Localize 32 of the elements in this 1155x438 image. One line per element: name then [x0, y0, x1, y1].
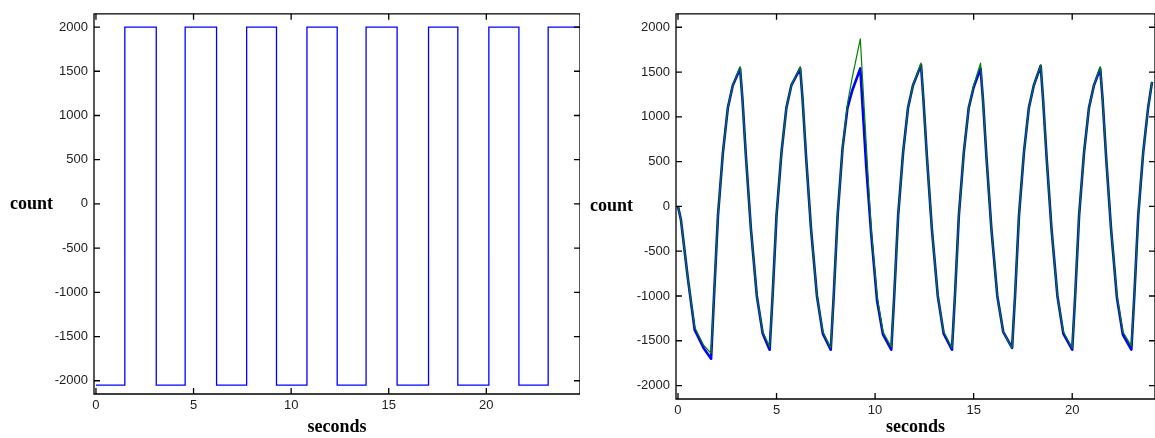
y-tick-label: 2000: [641, 18, 670, 34]
x-tick-label: 10: [283, 397, 299, 413]
y-tick-label: 0: [662, 197, 670, 213]
x-tick-label: 10: [867, 402, 883, 418]
y-tick-label: -1000: [54, 283, 88, 299]
x-axis-title: seconds: [885, 415, 946, 436]
y-axis-title: count: [10, 192, 54, 213]
x-tick-label: 15: [381, 397, 396, 413]
y-tick-label: 1500: [641, 63, 670, 79]
y-tick-label: -2000: [54, 372, 88, 388]
x-tick-label: 5: [189, 397, 198, 413]
y-tick-label: -500: [643, 242, 670, 258]
x-tick-label: 15: [966, 402, 981, 418]
y-tick-label: 500: [66, 151, 88, 167]
y-tick-label: -1500: [636, 332, 670, 348]
x-tick-label: 20: [1064, 402, 1080, 418]
x-tick-label: 5: [772, 402, 781, 418]
y-tick-label: -2000: [636, 377, 670, 393]
x-tick-label: 0: [674, 402, 682, 418]
y-tick-label: -1500: [54, 328, 88, 344]
y-tick-label: 500: [648, 153, 670, 169]
y-tick-label: -1000: [636, 287, 670, 303]
x-axis-title: seconds: [307, 415, 367, 436]
y-tick-label: 1500: [59, 62, 88, 78]
x-tick-label: 20: [479, 397, 494, 413]
y-axis-title: count: [590, 195, 634, 216]
x-tick-label: 0: [92, 397, 100, 413]
y-tick-label: 1000: [59, 107, 88, 123]
y-tick-label: 0: [80, 195, 88, 211]
y-tick-label: 2000: [59, 18, 88, 34]
y-tick-label: 1000: [641, 108, 670, 124]
y-tick-label: -500: [61, 239, 88, 255]
